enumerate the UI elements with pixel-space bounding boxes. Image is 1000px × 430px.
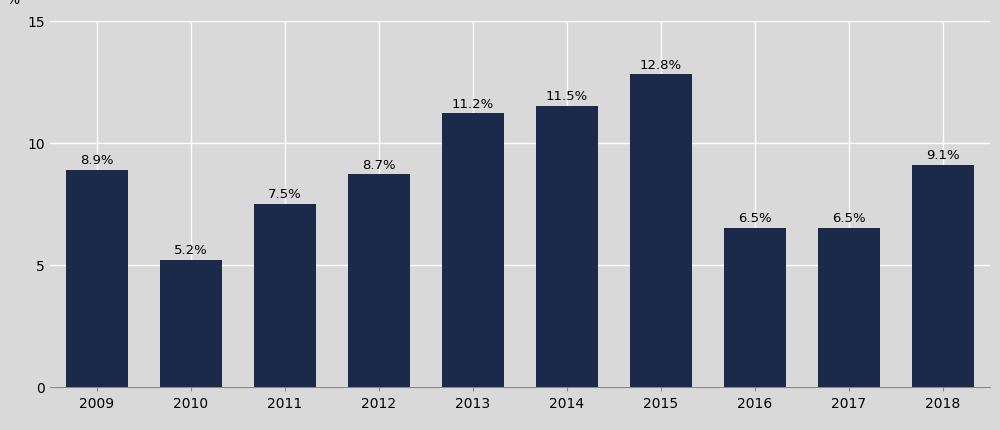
Text: 5.2%: 5.2%	[174, 244, 208, 257]
Text: 12.8%: 12.8%	[640, 58, 682, 71]
Bar	[160, 260, 222, 387]
Bar	[912, 165, 974, 387]
Bar	[818, 229, 880, 387]
Bar	[630, 75, 692, 387]
Text: 7.5%: 7.5%	[268, 187, 302, 200]
Text: 11.5%: 11.5%	[546, 90, 588, 103]
Text: 9.1%: 9.1%	[926, 149, 960, 162]
Bar	[442, 114, 504, 387]
Bar	[536, 107, 598, 387]
Text: 8.7%: 8.7%	[362, 158, 396, 171]
Text: 6.5%: 6.5%	[832, 212, 866, 225]
Text: 8.9%: 8.9%	[80, 154, 114, 166]
Bar	[254, 204, 316, 387]
Bar	[66, 170, 128, 387]
Y-axis label: %: %	[6, 0, 19, 7]
Text: 11.2%: 11.2%	[452, 98, 494, 111]
Bar	[724, 229, 786, 387]
Text: 6.5%: 6.5%	[738, 212, 772, 225]
Bar	[348, 175, 410, 387]
